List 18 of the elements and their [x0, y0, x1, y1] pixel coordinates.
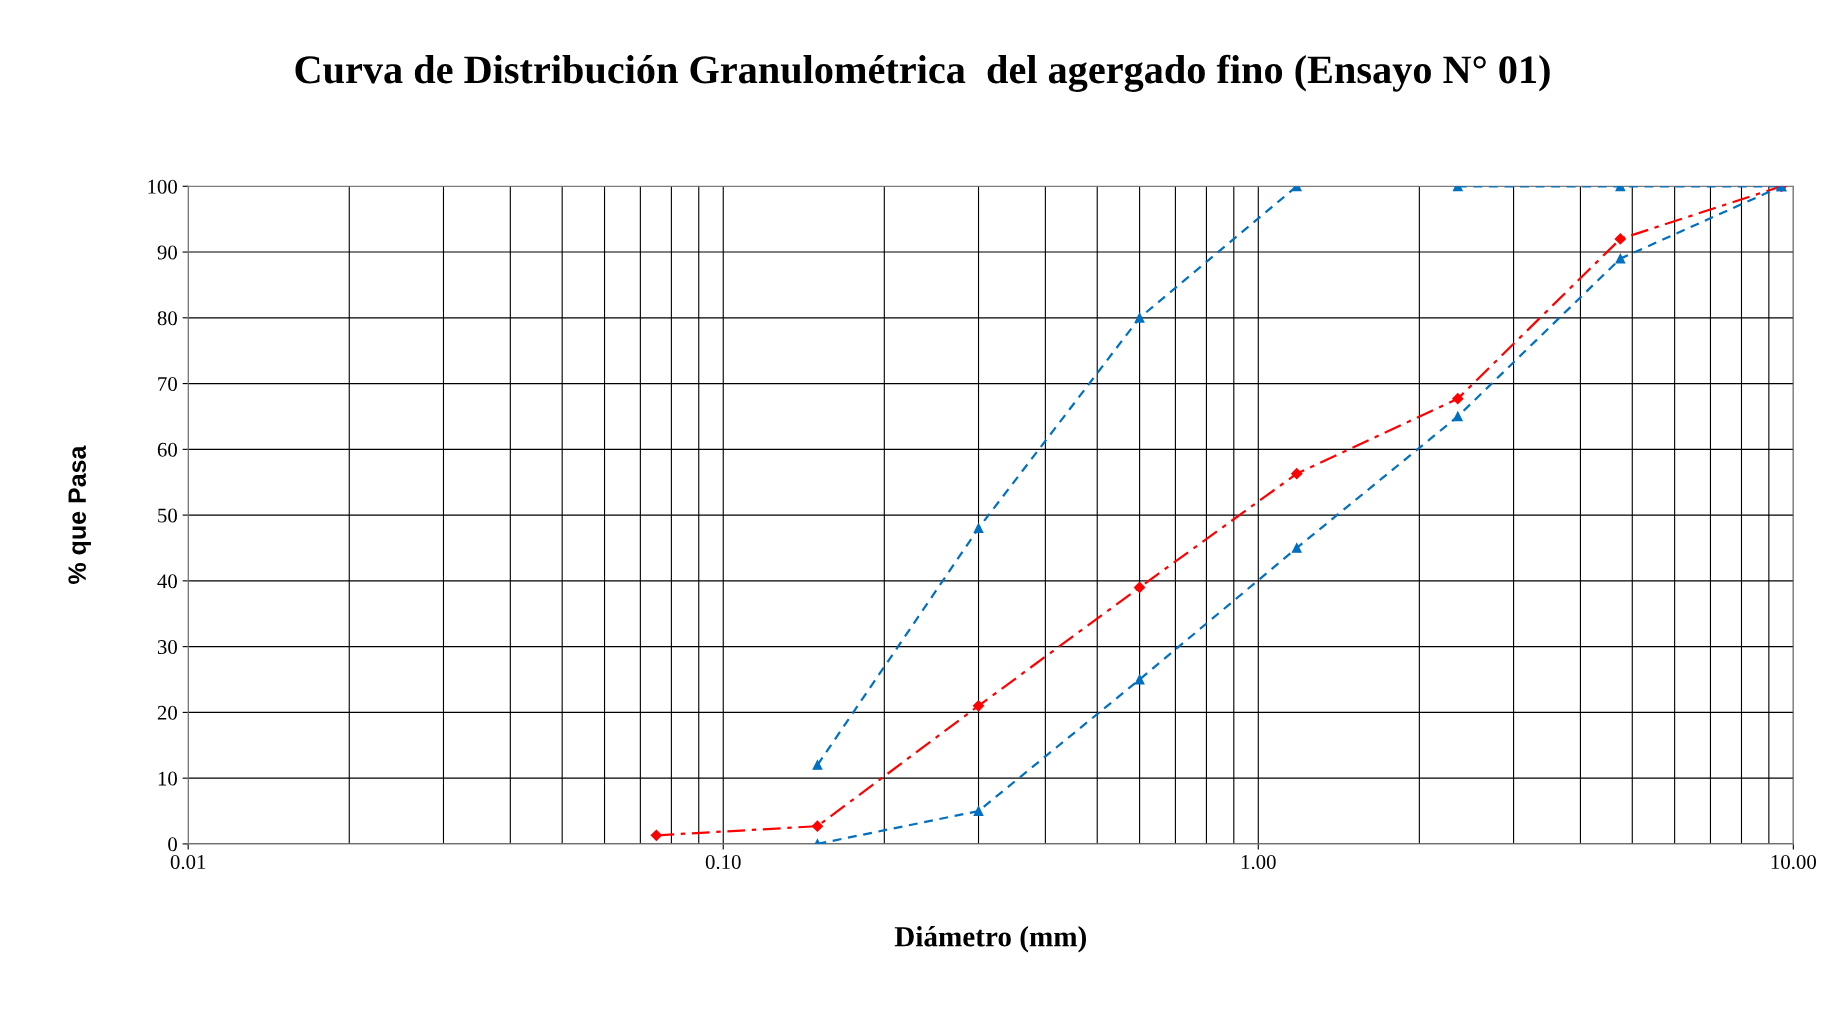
- y-tick-label: 10: [158, 771, 177, 786]
- x-tick-label: 0.10: [705, 854, 741, 870]
- y-tick-label: 0: [168, 837, 177, 852]
- x-tick-label: 10.00: [1771, 854, 1816, 870]
- y-tick-label: 40: [157, 574, 177, 589]
- y-tick-label: 30: [157, 640, 177, 655]
- x-tick-label: 0.01: [170, 854, 206, 870]
- x-tick-label: 1.00: [1241, 854, 1276, 870]
- y-axis-title: % que Pasa: [68, 445, 91, 584]
- y-tick-label: 60: [157, 442, 177, 457]
- y-tick-label: 20: [157, 705, 177, 720]
- y-tick-label: 80: [157, 311, 177, 326]
- x-axis-title: Diámetro (mm): [894, 926, 1086, 953]
- y-tick-label: 50: [158, 508, 177, 523]
- y-tick-label: 100: [148, 179, 177, 194]
- y-tick-label: 90: [157, 245, 177, 260]
- chart-title: Curva de Distribución Granulométrica del agergado fino (Ensayo N° 01): [295, 54, 1550, 92]
- y-tick-label: 70: [158, 376, 177, 392]
